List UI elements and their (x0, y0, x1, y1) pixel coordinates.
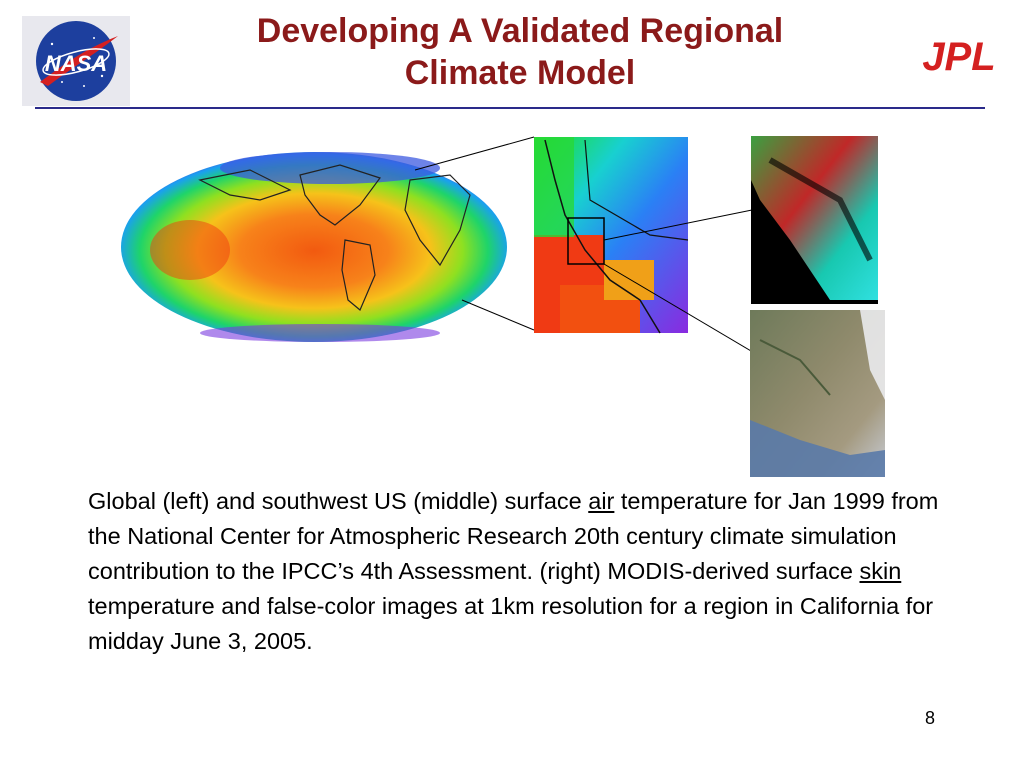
caption-part-2: temperature for Jan 1999 from the Nation… (88, 488, 939, 584)
caption-skin: skin (859, 558, 902, 584)
caption-part-1: Global (left) and southwest US (middle) … (88, 488, 589, 514)
nasa-logo: NASA (22, 16, 130, 106)
skin-temperature-image (751, 136, 878, 304)
figure-caption: Global (left) and southwest US (middle) … (88, 484, 948, 659)
figure-panel (121, 136, 885, 477)
title-line-2: Climate Model (404, 54, 636, 92)
caption-air: air (588, 488, 615, 514)
title-divider (35, 107, 985, 109)
page-number: 8 (925, 708, 936, 728)
modis-true-color-image (750, 310, 885, 477)
jpl-logo-text: JPL (922, 36, 995, 76)
global-temperature-map (121, 152, 507, 342)
slide-title: Developing A Validated Regional Climate … (150, 10, 890, 94)
jpl-logo: JPL (922, 36, 995, 76)
southwest-us-temperature-grid (534, 137, 689, 334)
caption-part-3: temperature and false-color images at 1k… (88, 593, 934, 654)
title-line-1: Developing A Validated Regional (256, 12, 784, 50)
nasa-logo-text: NASA (45, 51, 107, 76)
